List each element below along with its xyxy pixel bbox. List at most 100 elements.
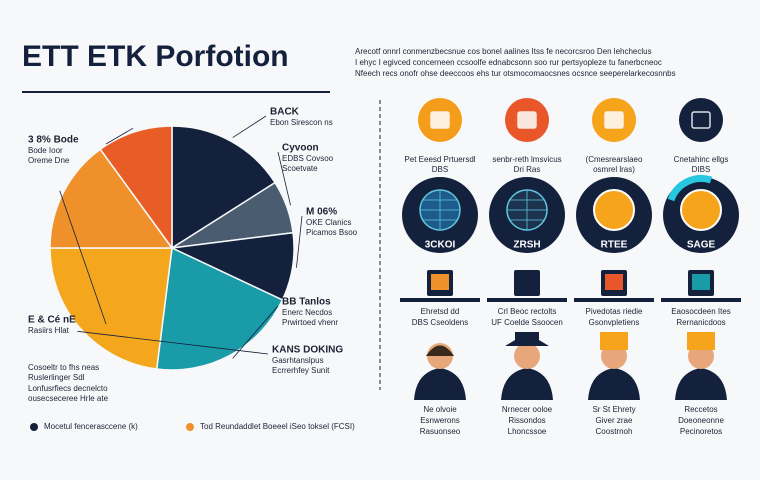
leader-line [277,151,291,206]
slice-label: E & Cé nE [28,315,76,326]
pie-slice [99,125,173,251]
profile-top: (Cmesrearslaeo [586,155,643,164]
pie-slice [171,125,277,250]
person-head [514,343,540,369]
desk [487,298,567,302]
pie-slice [49,148,174,249]
profile-name: Esnwerons [420,416,460,425]
profile-caption: DBS Cseoldens [412,318,468,327]
slice-label: BB Tanlos [282,297,331,308]
profile-caption: Gsonvpletiens [589,318,640,327]
leader-line [232,305,279,359]
profile-name: Coostrnoh [596,427,633,436]
slice-label: KANS DOKING [272,345,343,356]
profile-top: DIBS [692,165,711,174]
profile-caption: Rernanicdoos [676,318,725,327]
side-note: Lonfusrfiecs decnelcto [28,384,108,393]
profile-name: Doeoneonne [678,416,724,425]
hat [505,332,549,346]
icon [517,111,537,129]
slice-label: 3 8% Bode [28,135,79,146]
hat [600,332,628,350]
slice-note: Rasiirs Hlat [28,326,70,335]
ring [667,174,713,202]
person-body [414,368,466,400]
globe-grid [420,190,460,230]
hat [687,332,715,350]
slice-label: M 06% [306,207,337,218]
desk [661,298,741,302]
icon [430,111,450,129]
leader-line [59,190,107,325]
person-body [588,368,640,400]
badge-label: 3CKOI [425,240,456,251]
description: Nfeech recs onofr ohse deeccoos ehs tur … [355,69,676,78]
slice-note: OKE Clanics [306,218,351,227]
chart-title: ETT ETK Porfotion [22,40,289,73]
badge-core [593,189,635,231]
slice-note: Prwirtoed vhenr [282,318,338,327]
screen-face [518,274,536,290]
desk [574,298,654,302]
profile-caption: Eaosocdeen Ites [671,307,731,316]
profile-top: Pet Eeesd Prtuersdl [404,155,475,164]
leader-line [105,127,134,145]
profile-name: Rasuonseo [420,427,461,436]
slice-note: Picamos Bsoo [306,228,358,237]
person-body [675,368,727,400]
slice-note: Enerc Necdos [282,308,332,317]
profile-name: Pecinoretos [680,427,722,436]
legend-dot [186,423,194,431]
icon [604,111,624,129]
icon-circle [679,98,723,142]
badge-label: SAGE [687,240,716,251]
description: I ehyc I egivced concerneen ccsoolfe edn… [355,58,662,67]
profile-caption: UF Coelde Ssoocen [491,318,563,327]
profile-name: Lhoncssoe [508,427,547,436]
profile-top: senbr-reth lmsvicus [492,155,561,164]
leader-line [296,215,303,268]
profile-name: Ne olvoie [423,405,457,414]
screen-face [431,274,449,290]
slice-note: EDBS Covsoo [282,154,334,163]
slice-note: Bode Ioor [28,146,63,155]
side-note: Cosoeltr to fhs neas [28,363,99,372]
badge-label: ZRSH [513,240,540,251]
legend-dot [30,423,38,431]
profile-caption: Pivedotas riedie [586,307,643,316]
desk [400,298,480,302]
profile-name: Rissondos [508,416,545,425]
profile-top: osmrel lras) [593,165,635,174]
legend-label: Tod Reundaddlet Boeeel iSeo toksel (FCSI… [200,422,355,431]
slice-label: Cyvoon [282,143,319,154]
slice-note: Ecrrerhfey Sunit [272,366,330,375]
badge-label: RTEE [601,240,628,251]
profile-caption: Ehretsd dd [421,307,460,316]
side-note: ousecseceree Hrle ate [28,394,109,403]
profile-top: DBS [432,165,448,174]
slice-note: Gasrhtanslpus [272,356,324,365]
profile-name: Giver zrae [596,416,633,425]
badge-core [680,189,722,231]
globe-grid [507,190,547,230]
profile-caption: Crl Beoc rectolts [498,307,557,316]
leader-line [77,330,269,355]
hair [426,345,454,356]
description: Arecotf onnrl conmenzbecsnue cos bonel a… [355,47,652,56]
legend-label: Mocetul fencerasccene (k) [44,422,138,431]
pie-slice [155,246,284,371]
profile-name: Nrnecer ooloe [502,405,553,414]
profile-top: Cnetahinc ellgs [674,155,729,164]
profile-name: Reccetos [684,405,717,414]
profile-top: Dri Ras [514,165,541,174]
screen-face [605,274,623,290]
slice-note: Scoetvate [282,164,318,173]
slice-note: Ebon Sirescon ns [270,118,333,127]
screen-face [692,274,710,290]
side-note: Ruslerlinger Sdl [28,373,85,382]
leader-line [232,115,267,138]
profile-name: Sr St Ehrety [592,405,635,414]
icon [691,111,711,129]
